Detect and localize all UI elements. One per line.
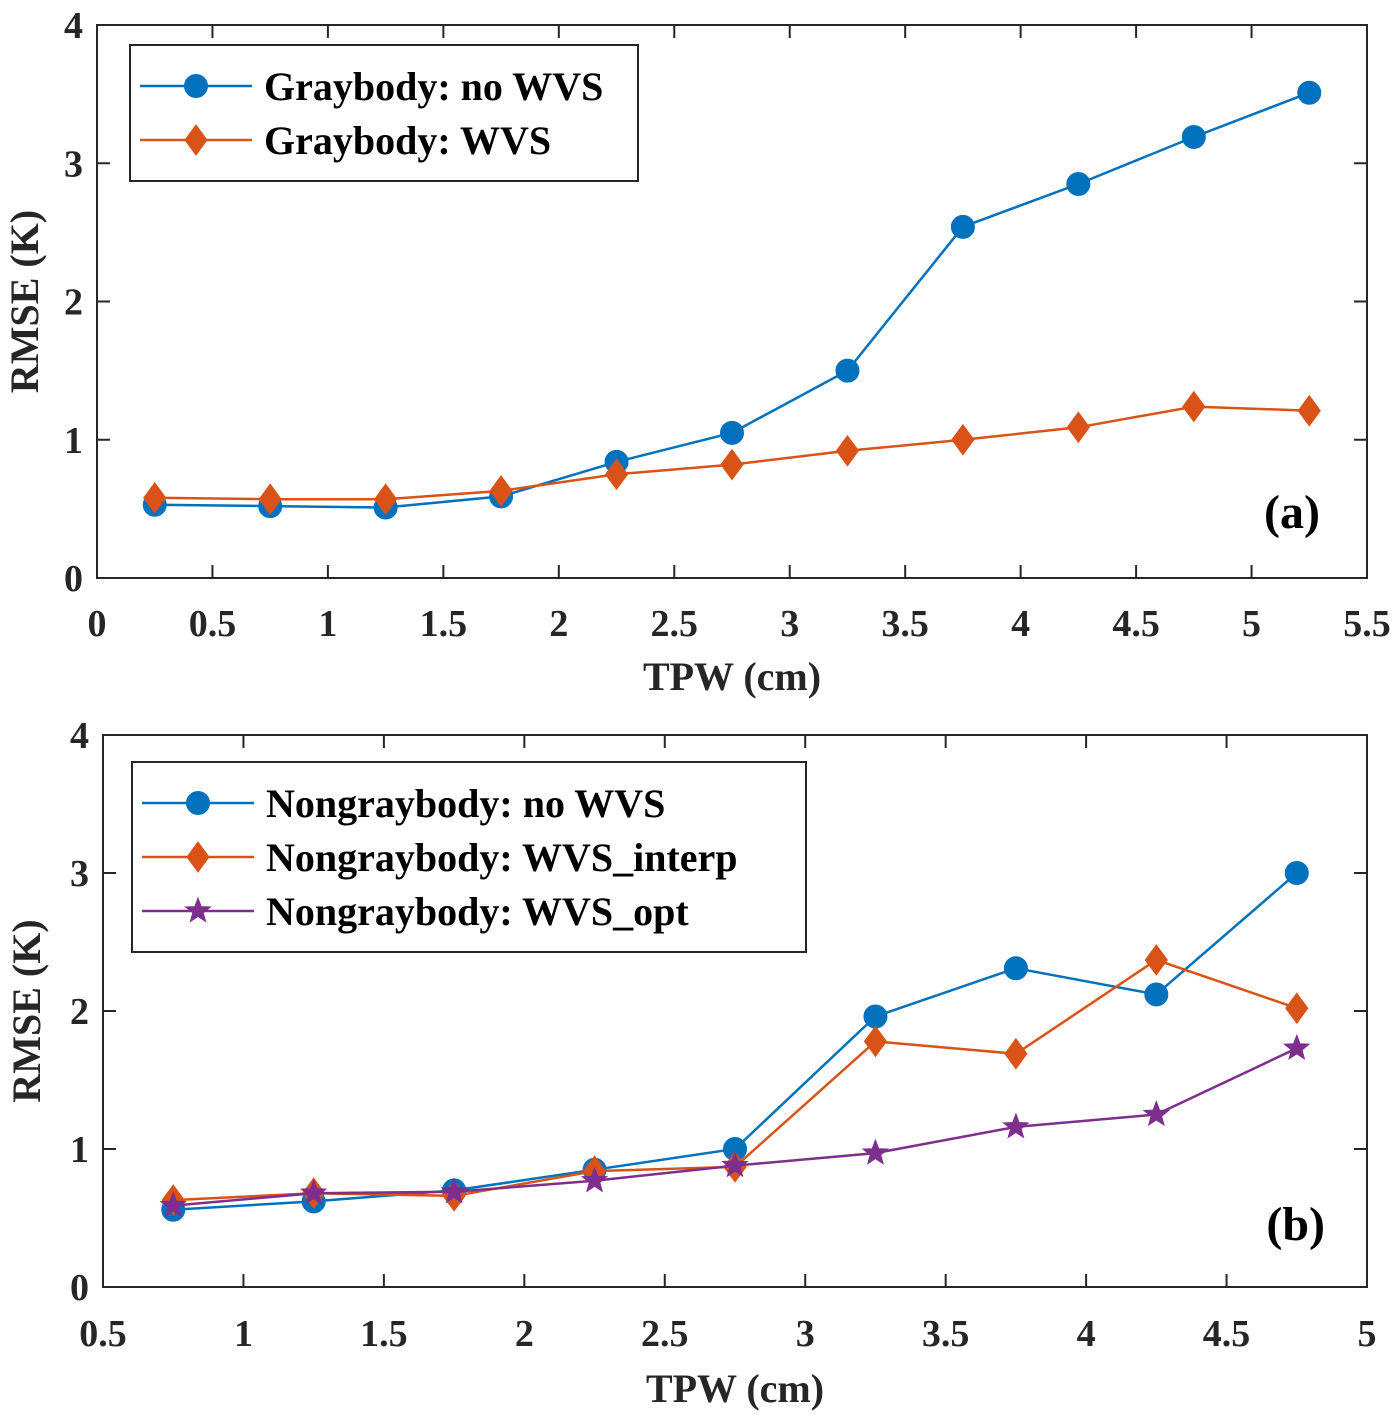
data-point (604, 458, 629, 491)
y-axis-label: RMSE (K) (2, 210, 47, 393)
data-point (1144, 944, 1168, 976)
x-tick-label: 0.5 (79, 1313, 127, 1355)
data-point (1297, 394, 1321, 427)
data-point (1181, 124, 1206, 149)
legend-entry: Nongraybody: WVS_opt (266, 889, 689, 934)
series-nongraybody-wvs-interp (161, 944, 1309, 1216)
data-point (720, 420, 744, 445)
x-tick-label: 2.5 (651, 603, 699, 645)
data-point (720, 448, 744, 481)
x-tick-label: 0 (88, 603, 107, 645)
y-axis-label: RMSE (K) (4, 919, 49, 1102)
y-tick-label: 1 (64, 420, 83, 462)
data-point (1284, 861, 1309, 885)
legend-entry: Nongraybody: WVS_interp (266, 835, 738, 880)
chart-panel-a: 0 0.5 1 1.5 2 2.5 3 3.5 4 4.5 5 5.5 0 1 2 3 4 TPW (cm) RMS… (2, 5, 1391, 699)
x-tick-label: 1 (234, 1313, 253, 1355)
x-tick-label: 5 (1358, 1313, 1377, 1355)
data-point (835, 358, 860, 383)
legend-entry: Nongraybody: no WVS (266, 781, 665, 826)
x-tick-label: 4.5 (1203, 1313, 1251, 1355)
data-point (1066, 411, 1090, 444)
data-point (1002, 1112, 1030, 1139)
chart-panel-b: 0.5 1 1.5 2 2.5 3 3.5 4 4.5 5 0 1 2 3 4 TPW (cm) RMSE (K… (4, 715, 1377, 1411)
data-point (258, 483, 282, 516)
legend-marker (184, 896, 212, 923)
y-tick-label: 2 (70, 991, 89, 1033)
legend: Nongraybody: no WVS Nongraybody: WVS_inte… (131, 761, 807, 953)
x-tick-label: 4.5 (1112, 603, 1160, 645)
data-point (489, 475, 513, 507)
data-point (159, 1191, 187, 1218)
y-tick-label: 3 (64, 143, 83, 185)
y-tick-label: 0 (70, 1267, 89, 1309)
x-tick-label: 4 (1077, 1313, 1096, 1355)
legend: Graybody: no WVS Graybody: WVS (129, 44, 639, 182)
x-tick-label: 3 (796, 1313, 815, 1355)
x-tick-label: 2.5 (641, 1313, 689, 1355)
x-tick-label: 3.5 (881, 603, 929, 645)
legend-entry: Graybody: WVS (264, 118, 551, 163)
data-point (835, 434, 860, 467)
data-point (374, 483, 398, 516)
x-tick-label: 4 (1011, 603, 1030, 645)
legend-entry: Graybody: no WVS (264, 64, 603, 109)
x-tick-label: 0.5 (189, 603, 237, 645)
legend-marker (186, 791, 210, 815)
data-point (1283, 1033, 1311, 1060)
x-axis-label: TPW (cm) (646, 1366, 824, 1411)
y-tick-label: 0 (64, 558, 83, 600)
x-tick-label: 1.5 (360, 1313, 408, 1355)
legend-marker (184, 74, 208, 98)
data-point (1285, 992, 1309, 1025)
data-point (951, 423, 975, 456)
data-point (440, 1177, 468, 1204)
panel-label: (a) (1264, 486, 1320, 539)
data-point (863, 1004, 888, 1029)
x-tick-label: 3 (780, 603, 799, 645)
x-tick-label: 5.5 (1343, 603, 1391, 645)
y-tick-label: 1 (70, 1129, 89, 1171)
data-point (143, 481, 167, 514)
y-tick-label: 2 (64, 282, 83, 324)
panel-label: (b) (1266, 1198, 1325, 1251)
data-point (1297, 80, 1322, 105)
data-point (861, 1138, 890, 1165)
y-tick-label: 4 (64, 5, 83, 47)
x-tick-label: 3.5 (922, 1313, 970, 1355)
data-point (721, 1151, 749, 1178)
data-point (863, 1025, 888, 1058)
data-point (1142, 1100, 1171, 1127)
x-tick-label: 5 (1242, 603, 1261, 645)
data-point (1066, 171, 1091, 196)
x-tick-label: 2 (515, 1313, 534, 1355)
data-point (1182, 390, 1206, 423)
y-tick-label: 4 (70, 715, 89, 757)
data-point (1144, 982, 1169, 1007)
data-point (1004, 1037, 1028, 1070)
data-point (580, 1166, 609, 1193)
legend-marker (186, 841, 210, 873)
series-graybody-wvs (143, 390, 1321, 516)
x-axis-label: TPW (cm) (643, 654, 821, 699)
x-tick-label: 1.5 (420, 603, 468, 645)
legend-marker (184, 124, 208, 156)
data-point (950, 214, 975, 239)
series-nongraybody-wvs-opt (159, 1033, 1311, 1218)
y-tick-label: 3 (70, 853, 89, 895)
data-point (299, 1178, 328, 1205)
legend-box (129, 44, 639, 182)
x-tick-label: 1 (318, 603, 337, 645)
x-tick-label: 2 (549, 603, 568, 645)
data-point (1003, 956, 1028, 981)
